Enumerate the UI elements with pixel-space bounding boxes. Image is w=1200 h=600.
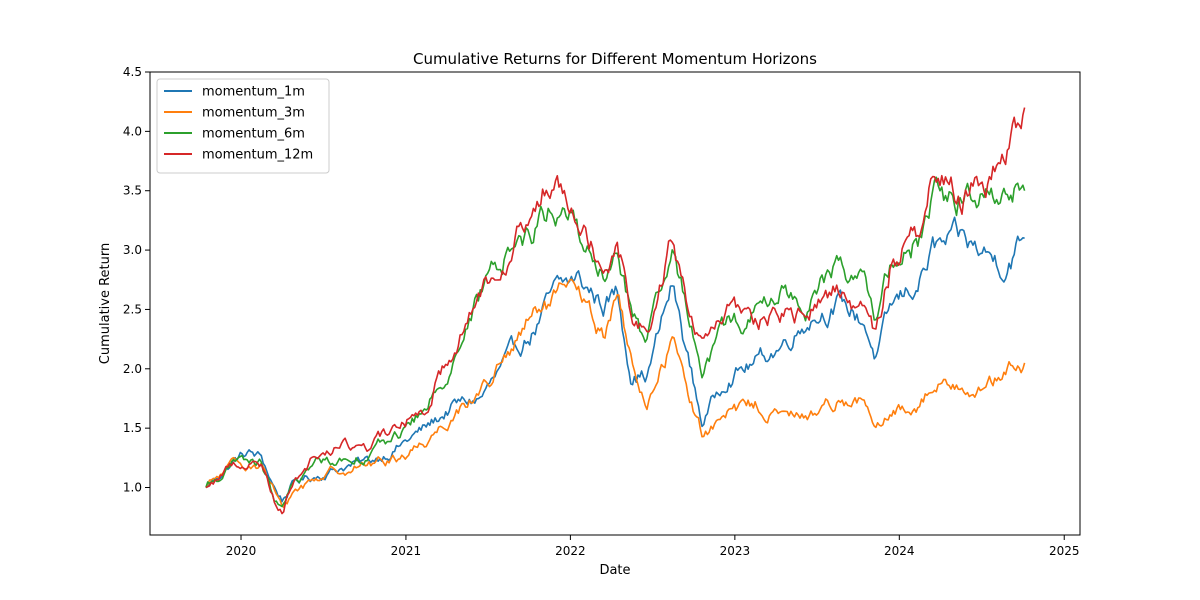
- x-axis: 2020 2021 2022 2023 2024 2025: [226, 535, 1080, 558]
- y-tick-label: 4.5: [123, 65, 142, 79]
- y-tick-label: 3.0: [123, 243, 142, 257]
- series-line-momentum_12m: [205, 107, 1026, 515]
- y-tick-label: 2.0: [123, 362, 142, 376]
- legend: momentum_1m momentum_3m momentum_6mmomentu…: [156, 78, 330, 174]
- x-tick-label: 2023: [720, 544, 751, 558]
- y-tick-label: 1.5: [123, 421, 142, 435]
- chart-title: Cumulative Returns for Different Momentu…: [413, 50, 817, 68]
- series-line-momentum_6m: [205, 176, 1026, 508]
- y-tick-label: 4.0: [123, 124, 142, 138]
- y-axis-label: Cumulative Return: [98, 243, 113, 364]
- axes-frame: [149, 71, 1081, 536]
- x-tick-label: 2020: [226, 544, 257, 558]
- x-tick-label: 2024: [884, 544, 915, 558]
- y-axis: 1.0 1.5 2.0 2.5 3.0 3.5 4.0 4.5: [123, 65, 150, 495]
- x-axis-label: Date: [599, 563, 630, 578]
- y-tick-label: 2.5: [123, 302, 142, 316]
- legend-entry: momentum_6m: [202, 127, 305, 142]
- y-tick-label: 1.0: [123, 481, 142, 495]
- plot-area: [205, 107, 1026, 515]
- series-line-momentum_1m: [205, 216, 1025, 503]
- series-line-momentum_3m: [205, 278, 1026, 509]
- x-tick-label: 2025: [1049, 544, 1080, 558]
- x-tick-label: 2021: [391, 544, 422, 558]
- legend-entry: momentum_1m: [202, 85, 305, 100]
- legend-entry: momentum_3m: [202, 106, 305, 121]
- x-tick-label: 2022: [555, 544, 586, 558]
- y-tick-label: 3.5: [123, 184, 142, 198]
- legend-box: [156, 78, 330, 174]
- legend-entry: momentum_12m: [202, 148, 313, 163]
